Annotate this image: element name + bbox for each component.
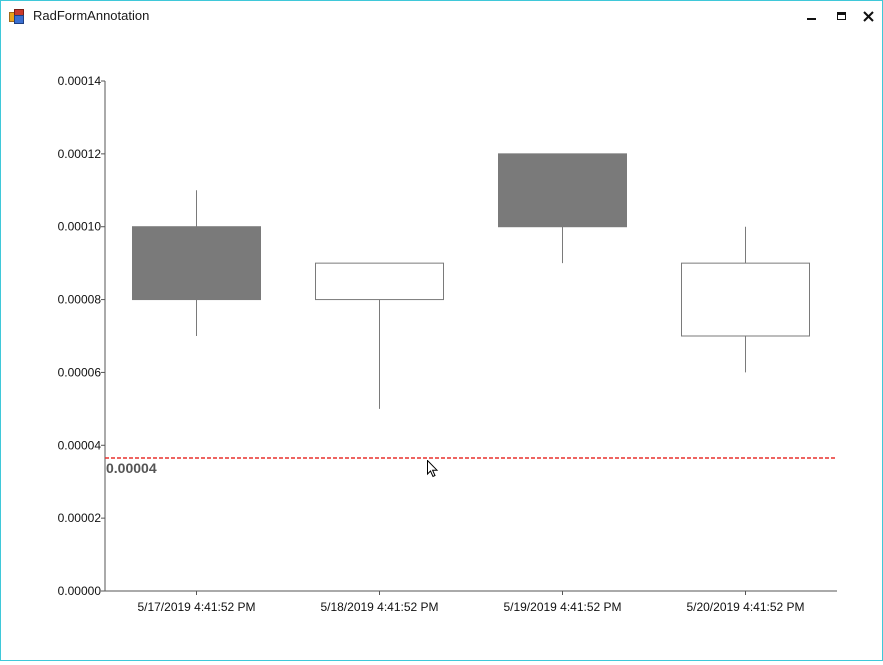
y-tick-label: 0.00002 <box>58 511 102 525</box>
minimize-button[interactable] <box>799 5 823 27</box>
y-tick-label: 0.00000 <box>58 584 102 598</box>
candle-body <box>315 262 444 301</box>
close-icon <box>862 10 874 22</box>
candle-body <box>132 226 261 301</box>
candle-body <box>498 153 627 228</box>
y-tick-label: 0.00014 <box>58 74 102 88</box>
x-tick-label: 5/20/2019 4:41:52 PM <box>686 600 804 614</box>
y-tick-label: 0.00010 <box>58 220 102 234</box>
maximize-button[interactable] <box>829 5 853 27</box>
mouse-cursor-icon <box>427 460 439 478</box>
close-button[interactable] <box>856 5 880 27</box>
y-tick-label: 0.00012 <box>58 147 102 161</box>
app-icon <box>9 9 24 24</box>
x-tick-label: 5/17/2019 4:41:52 PM <box>137 600 255 614</box>
y-tick-label: 0.00008 <box>58 293 102 307</box>
window-title: RadFormAnnotation <box>33 8 150 23</box>
candle-body <box>681 262 810 337</box>
maximize-icon <box>836 12 846 20</box>
annotation-label: 0.00004 <box>106 460 157 476</box>
y-tick-label: 0.00004 <box>58 438 102 452</box>
x-tick-label: 5/19/2019 4:41:52 PM <box>503 600 621 614</box>
candlestick-chart[interactable]: 0.00000 0.00002 0.00004 0.00006 0.00008 0.000… <box>1 31 882 660</box>
y-tick-label: 0.00006 <box>58 365 102 379</box>
minimize-icon <box>806 18 816 20</box>
x-tick-label: 5/18/2019 4:41:52 PM <box>320 600 438 614</box>
title-bar[interactable]: RadFormAnnotation <box>1 1 882 31</box>
chart-area: 0.00000 0.00002 0.00004 0.00006 0.00008 0.000… <box>1 31 882 660</box>
